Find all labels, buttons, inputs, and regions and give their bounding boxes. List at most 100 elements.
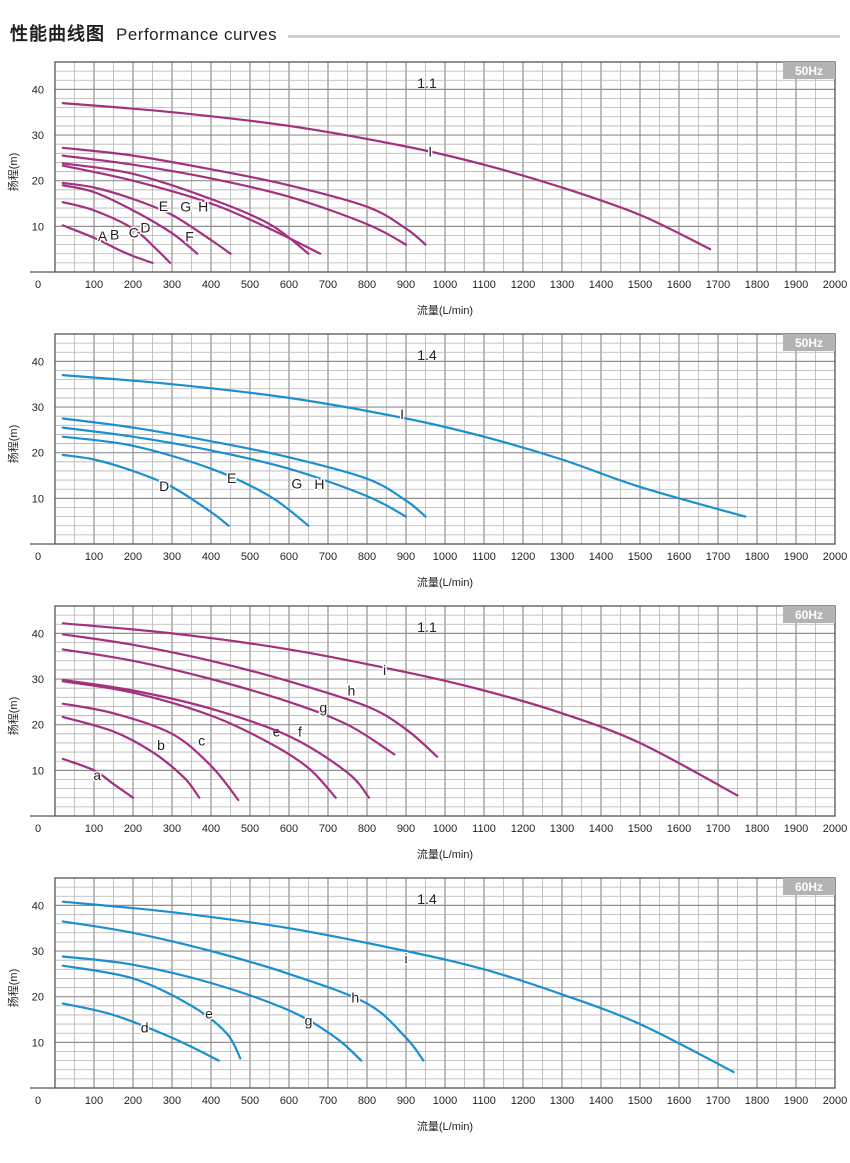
series-label-E: E: [159, 198, 168, 214]
frequency-badge: [783, 334, 835, 351]
x-tick-label: 1900: [784, 279, 808, 291]
x-tick-label: 200: [124, 823, 142, 835]
series-label-D: D: [140, 220, 150, 236]
series-label-D: D: [159, 478, 169, 494]
x-tick-label: 1200: [511, 823, 535, 835]
series-curve-H: [61, 146, 427, 246]
series-label-G: G: [180, 198, 191, 214]
page-title-chinese: 性能曲线图: [10, 24, 105, 45]
x-tick-label: 100: [85, 279, 103, 291]
series-curve-h: [61, 633, 439, 758]
x-tick-label: 500: [241, 551, 259, 563]
x-tick-label: 100: [85, 823, 103, 835]
series-curve-F: [61, 164, 322, 255]
x-tick-label: 1400: [589, 279, 613, 291]
x-tick-label: 1400: [589, 823, 613, 835]
y-tick-label: 40: [32, 628, 44, 640]
x-tick-label: 1800: [745, 279, 769, 291]
series-label-g: g: [305, 1012, 313, 1028]
x-tick-label: 1000: [433, 551, 457, 563]
x-tick-label: 900: [397, 1095, 415, 1107]
series-label-A: A: [98, 228, 108, 244]
x-tick-label: 1900: [784, 551, 808, 563]
x-tick-label: 2000: [823, 823, 847, 835]
x-tick-label: 0: [35, 279, 41, 291]
series-label-i: i: [383, 662, 386, 678]
x-tick-label: 1300: [550, 551, 574, 563]
x-tick-label: 700: [319, 279, 337, 291]
x-tick-label: 400: [202, 279, 220, 291]
x-tick-label: 400: [202, 551, 220, 563]
series-curve-d: [61, 1002, 220, 1062]
series-curve-I: [61, 374, 747, 518]
series-label-I: I: [400, 406, 404, 422]
series-curve-B: [61, 201, 172, 264]
page-header: 性能曲线图 Performance curves: [10, 22, 840, 48]
x-tick-label: 1300: [550, 823, 574, 835]
y-tick-label: 20: [32, 992, 44, 1004]
series-label-h: h: [348, 682, 356, 698]
y-tick-label: 30: [32, 402, 44, 414]
x-tick-label: 1500: [628, 1095, 652, 1107]
x-tick-label: 1000: [433, 1095, 457, 1107]
series-label-B: B: [110, 227, 119, 243]
series-curve-G: [61, 154, 408, 246]
series-label-F: F: [185, 228, 194, 244]
plot-frame: [54, 605, 836, 817]
performance-chart-50hz-1-1: 0 100 200 300 400 500 600 700 800 900 1000 1100 1200…: [6, 61, 847, 317]
series-curve-G: [61, 426, 408, 518]
series-curve-h: [61, 920, 425, 1062]
x-tick-label: 1200: [511, 279, 535, 291]
series-curve-A: [61, 224, 154, 264]
x-tick-label: 1000: [433, 823, 457, 835]
y-tick-label: 30: [32, 130, 44, 142]
performance-chart-50hz-1-4: 0 100 200 300 400 500 600 700 800 900 1000 1100 1200…: [6, 333, 847, 589]
x-tick-label: 900: [397, 551, 415, 563]
y-tick-label: 40: [32, 84, 44, 96]
plot-frame: [54, 61, 836, 273]
x-tick-label: 1400: [589, 1095, 613, 1107]
series-label-C: C: [129, 225, 139, 241]
x-tick-label: 1200: [511, 1095, 535, 1107]
x-tick-label: 1500: [628, 279, 652, 291]
frequency-badge: [783, 878, 835, 895]
x-tick-label: 700: [319, 551, 337, 563]
series-curve-b: [61, 715, 201, 799]
performance-chart-60hz-1-1: 0 100 200 300 400 500 600 700 800 900 1000 1100 1200…: [6, 605, 847, 861]
series-label-i: i: [404, 950, 407, 966]
y-tick-label: 10: [32, 1037, 44, 1049]
x-tick-label: 700: [319, 1095, 337, 1107]
series-curve-a: [61, 757, 135, 799]
series-curve-I: [61, 102, 712, 251]
x-tick-label: 800: [358, 279, 376, 291]
series-label-H: H: [314, 476, 324, 492]
x-tick-label: 200: [124, 1095, 142, 1107]
x-tick-label: 0: [35, 823, 41, 835]
series-label-h: h: [351, 990, 359, 1006]
x-tick-label: 100: [85, 1095, 103, 1107]
y-axis-label: 扬程(m): [6, 425, 20, 464]
series-label-I: I: [428, 143, 432, 159]
x-tick-label: 1600: [667, 823, 691, 835]
x-tick-label: 300: [163, 551, 181, 563]
series-curve-H: [61, 417, 427, 518]
series-label-e: e: [205, 1006, 213, 1022]
y-tick-label: 10: [32, 493, 44, 505]
x-tick-label: 1100: [472, 823, 496, 835]
y-tick-label: 20: [32, 720, 44, 732]
series-curve-e: [61, 680, 337, 799]
x-tick-label: 1500: [628, 823, 652, 835]
x-tick-label: 300: [163, 823, 181, 835]
x-tick-label: 300: [163, 279, 181, 291]
series-curve-E: [61, 162, 310, 255]
y-axis-label: 扬程(m): [6, 153, 20, 192]
series-curve-i: [61, 622, 739, 797]
x-tick-label: 1100: [472, 551, 496, 563]
x-tick-label: 900: [397, 823, 415, 835]
series-label-G: G: [291, 476, 302, 492]
x-tick-label: 1600: [667, 279, 691, 291]
x-tick-label: 1600: [667, 551, 691, 563]
series-curve-c: [61, 702, 240, 802]
series-curve-e: [61, 964, 242, 1060]
x-tick-label: 1900: [784, 1095, 808, 1107]
